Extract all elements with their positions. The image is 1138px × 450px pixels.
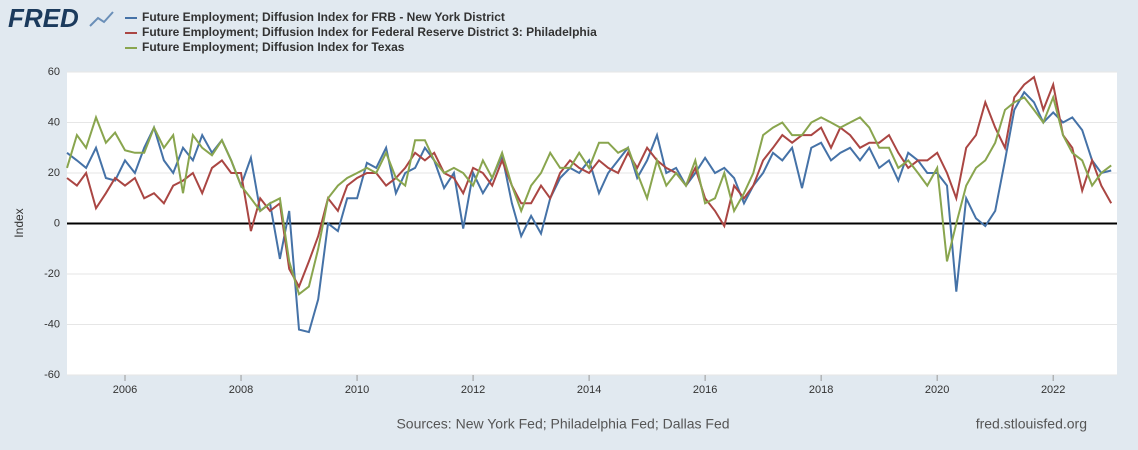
series-line — [66, 75, 1113, 289]
x-tick-label: 2008 — [229, 384, 253, 396]
x-tick-label: 2018 — [809, 384, 833, 396]
y-tick-label: 0 — [54, 217, 60, 229]
x-tick-label: 2010 — [345, 384, 369, 396]
legend-label: Future Employment; Diffusion Index for T… — [142, 40, 405, 54]
x-tick-label: 2020 — [925, 384, 949, 396]
logo: FRED — [8, 3, 79, 33]
x-tick-label: 2022 — [1041, 384, 1065, 396]
y-tick-label: 40 — [48, 116, 60, 128]
y-tick-label: -60 — [44, 369, 60, 381]
series-line — [66, 94, 1112, 296]
site: fred.stlouisfed.org — [976, 416, 1087, 432]
source: Sources: New York Fed; Philadelphia Fed;… — [396, 416, 729, 432]
x-tick-label: 2016 — [693, 384, 717, 396]
logo-icon — [89, 11, 114, 27]
x-tick-label: 2012 — [461, 384, 485, 396]
y-axis-label: Index — [12, 208, 26, 237]
y-tick-label: -40 — [44, 318, 60, 330]
y-tick-label: 60 — [48, 66, 60, 78]
x-tick-label: 2006 — [113, 384, 137, 396]
legend-label: Future Employment; Diffusion Index for F… — [142, 10, 505, 24]
legend-label: Future Employment; Diffusion Index for F… — [142, 25, 597, 39]
y-tick-label: 20 — [48, 167, 60, 179]
y-tick-label: -20 — [44, 268, 60, 280]
x-tick-label: 2014 — [577, 384, 601, 396]
